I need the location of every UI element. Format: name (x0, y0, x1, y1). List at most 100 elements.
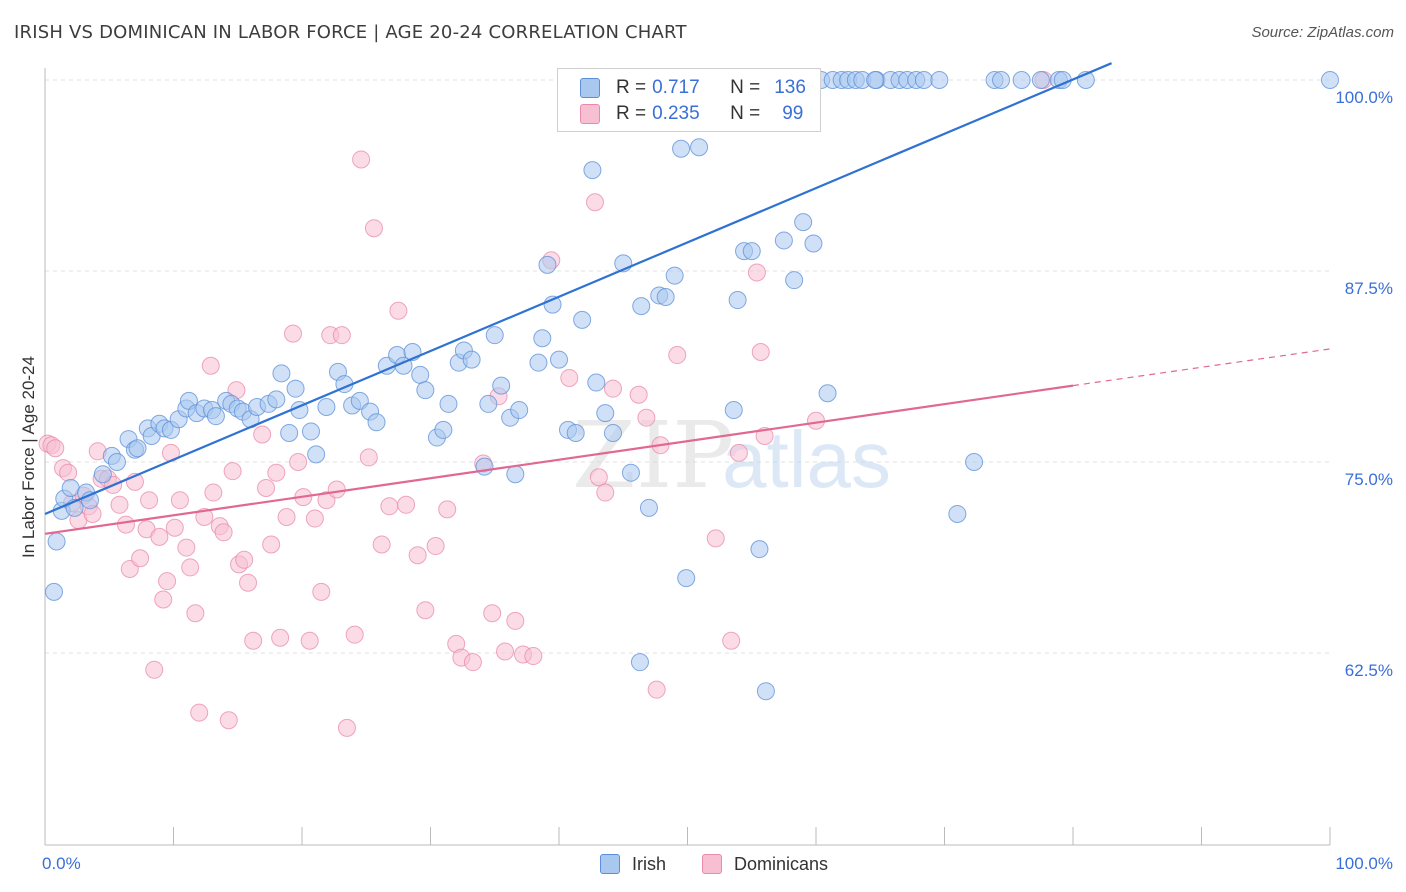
dominicans-point (359, 448, 378, 467)
irish-point (44, 582, 63, 601)
dominicans-point (389, 301, 408, 320)
irish-point (301, 422, 320, 441)
irish-point (596, 404, 615, 423)
irish-point (724, 401, 743, 420)
y-axis-label: In Labor Force | Age 20-24 (19, 356, 38, 558)
irish-point (272, 364, 291, 383)
irish-point (756, 682, 775, 701)
irish-point (550, 350, 568, 369)
y-tick-label: 62.5% (1345, 661, 1393, 680)
bottom-legend-dominicans: Dominicans (702, 852, 828, 876)
irish-swatch (580, 78, 600, 98)
irish-point (672, 139, 691, 158)
dominicans-point (483, 604, 502, 623)
dominicans-point (751, 342, 770, 361)
dominicans-point (647, 680, 666, 699)
dominicans-point (706, 529, 725, 548)
irish-point (439, 394, 458, 413)
y-tick-label: 75.0% (1345, 470, 1393, 489)
irish-point (128, 439, 147, 458)
dominicans-point (59, 463, 78, 482)
axes (44, 68, 1331, 846)
dominicans-point (235, 550, 254, 569)
irish-point (587, 373, 606, 392)
irish-point (317, 397, 336, 416)
irish-point (529, 353, 548, 372)
dominicans-point (158, 572, 177, 591)
irish-point (690, 138, 709, 157)
bottom-irish-label: Irish (632, 853, 667, 874)
watermark: ZIP atlas (572, 402, 891, 509)
dominicans-point (145, 660, 164, 679)
irish-point (566, 423, 585, 442)
irish-point (510, 401, 529, 420)
dominicans-point (327, 480, 346, 499)
dominicans-point (262, 535, 281, 554)
irish-point (965, 453, 984, 471)
dominicans-point (524, 647, 543, 666)
tick-labels: 62.5% 75.0% 87.5% 100.0% 0.0% 100.0% (42, 88, 1393, 873)
irish-point (479, 394, 498, 413)
irish-point (639, 498, 658, 517)
dominicans-trend-line (44, 384, 1074, 535)
y-tick-label: 100.0% (1335, 88, 1393, 107)
dominicans-point (186, 604, 205, 623)
dominicans-point (560, 368, 579, 387)
dominicans-point (380, 497, 399, 516)
dominicans-point (352, 150, 371, 169)
x-tick-label: 0.0% (42, 854, 81, 873)
dominicans-point (589, 468, 608, 487)
dominicans-n-value: 99 (782, 103, 804, 124)
irish-point (411, 365, 430, 384)
irish-point (367, 413, 386, 432)
dominicans-point (284, 324, 303, 343)
dominicans-point (239, 573, 258, 592)
dominicans-point (170, 491, 189, 510)
dominicans-point (364, 219, 383, 238)
irish-point (603, 423, 622, 442)
irish-point (434, 420, 453, 439)
dominicans-point (372, 535, 391, 554)
irish-point (206, 407, 225, 426)
dominicans-point (345, 625, 364, 644)
irish-point (583, 161, 602, 180)
irish-point (621, 463, 640, 482)
irish-point (280, 423, 299, 442)
dominicans-point (463, 653, 482, 672)
dominicans-point (496, 642, 515, 661)
irish-point (804, 234, 823, 253)
irish-point (573, 310, 592, 329)
irish-point (416, 381, 435, 400)
dominicans-point (637, 408, 656, 427)
irish-point (914, 71, 933, 89)
dominicans-point (131, 549, 150, 568)
dominicans-point (629, 385, 648, 404)
irish-n-value: 136 (774, 77, 806, 98)
irish-point (785, 271, 804, 290)
irish-point (750, 540, 769, 559)
dominicans-point (722, 631, 741, 650)
dominicans-point (154, 590, 173, 609)
dominicans-point (46, 439, 65, 458)
dominicans-point (668, 346, 687, 365)
irish-n-label: N = (730, 77, 761, 98)
dominicans-r-label: R = (616, 103, 647, 124)
dominicans-point (426, 537, 445, 556)
dominicans-point (110, 495, 129, 514)
dominicans-point (165, 518, 184, 537)
irish-point (774, 231, 793, 250)
dominicans-point (150, 527, 169, 546)
irish-point (485, 326, 504, 345)
irish-point (630, 653, 649, 672)
dominicans-point (729, 443, 748, 462)
dominicans-point (140, 491, 159, 510)
bottom-dominicans-label: Dominicans (734, 853, 829, 874)
dominicans-point (747, 263, 766, 282)
dominicans-point (506, 611, 525, 630)
dominicans-point (596, 483, 615, 502)
bottom-irish-swatch (600, 854, 620, 874)
dominicans-point (267, 463, 286, 482)
dominicans-point (116, 515, 135, 534)
dominicans-point (289, 453, 308, 471)
